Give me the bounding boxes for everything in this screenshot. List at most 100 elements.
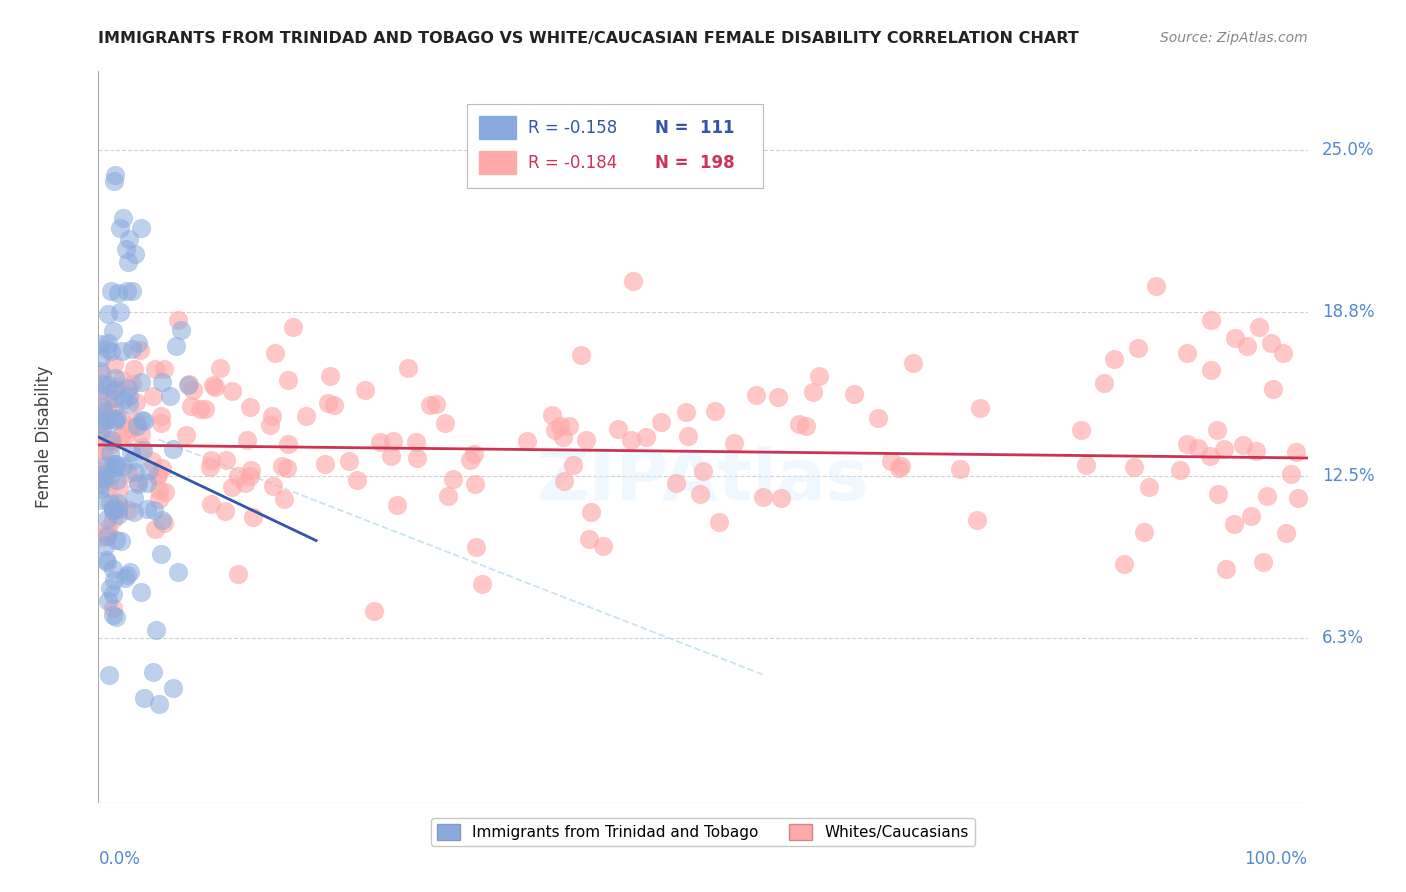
Point	[107, 508, 129, 522]
Text: N =  198: N = 198	[655, 153, 734, 172]
Point	[142, 389, 165, 403]
Point	[233, 475, 256, 490]
Bar	[479, 116, 516, 139]
Point	[1261, 382, 1284, 396]
Point	[259, 417, 281, 432]
Point	[96, 343, 118, 357]
Point	[752, 490, 775, 504]
Point	[316, 396, 339, 410]
Point	[1256, 489, 1278, 503]
Point	[125, 395, 148, 409]
Point	[110, 411, 132, 425]
Point	[441, 472, 464, 486]
Point	[94, 553, 117, 567]
Point	[323, 399, 346, 413]
Point	[91, 405, 114, 419]
Point	[127, 476, 149, 491]
Point	[396, 361, 419, 376]
Point	[96, 413, 118, 427]
Point	[100, 344, 122, 359]
FancyBboxPatch shape	[467, 104, 763, 188]
Point	[155, 484, 177, 499]
Point	[108, 221, 131, 235]
Point	[104, 457, 127, 471]
Point	[129, 375, 152, 389]
Point	[180, 399, 202, 413]
Point	[127, 335, 149, 350]
Point	[104, 383, 127, 397]
Point	[129, 343, 152, 358]
Point	[363, 604, 385, 618]
Point	[107, 496, 129, 510]
Point	[890, 458, 912, 473]
Point	[226, 469, 249, 483]
Point	[146, 468, 169, 483]
Point	[209, 361, 232, 376]
Point	[745, 388, 768, 402]
Point	[105, 411, 128, 425]
Text: 18.8%: 18.8%	[1322, 302, 1375, 321]
Point	[167, 313, 190, 327]
Point	[91, 368, 114, 382]
Point	[578, 533, 600, 547]
Point	[117, 254, 139, 268]
Point	[115, 427, 138, 442]
Point	[551, 430, 574, 444]
Text: ZIPAtlas: ZIPAtlas	[537, 447, 869, 516]
Point	[96, 511, 118, 525]
Point	[1223, 516, 1246, 531]
Point	[768, 390, 790, 404]
Point	[98, 581, 121, 595]
Point	[159, 389, 181, 403]
Point	[541, 408, 564, 422]
Point	[132, 442, 155, 457]
Point	[103, 433, 125, 447]
Point	[569, 348, 592, 362]
Point	[98, 496, 121, 510]
Point	[433, 416, 456, 430]
Point	[110, 429, 132, 443]
Point	[101, 503, 124, 517]
Point	[122, 362, 145, 376]
Point	[262, 409, 284, 424]
Point	[104, 371, 127, 385]
Point	[346, 473, 368, 487]
Point	[966, 513, 988, 527]
Point	[464, 477, 486, 491]
Point	[794, 418, 817, 433]
Point	[405, 451, 427, 466]
Point	[1279, 467, 1302, 482]
Point	[188, 402, 211, 417]
Point	[98, 446, 121, 460]
Point	[276, 460, 298, 475]
Point	[842, 386, 865, 401]
Point	[97, 593, 120, 607]
Point	[1199, 363, 1222, 377]
Point	[150, 461, 173, 475]
Text: 0.0%: 0.0%	[98, 850, 141, 868]
Point	[101, 600, 124, 615]
Point	[170, 324, 193, 338]
Point	[129, 585, 152, 599]
Point	[273, 491, 295, 506]
Point	[135, 476, 157, 491]
Point	[89, 425, 111, 439]
Point	[592, 540, 614, 554]
Point	[97, 336, 120, 351]
Point	[98, 462, 121, 476]
Point	[107, 502, 129, 516]
Point	[198, 459, 221, 474]
Point	[887, 460, 910, 475]
Point	[120, 445, 142, 459]
Point	[115, 284, 138, 298]
Point	[122, 453, 145, 467]
Point	[575, 433, 598, 447]
Point	[143, 522, 166, 536]
Point	[162, 442, 184, 456]
Point	[1175, 346, 1198, 360]
Point	[425, 397, 447, 411]
Point	[903, 356, 925, 370]
Point	[114, 571, 136, 585]
Point	[131, 426, 153, 441]
Point	[1213, 442, 1236, 457]
